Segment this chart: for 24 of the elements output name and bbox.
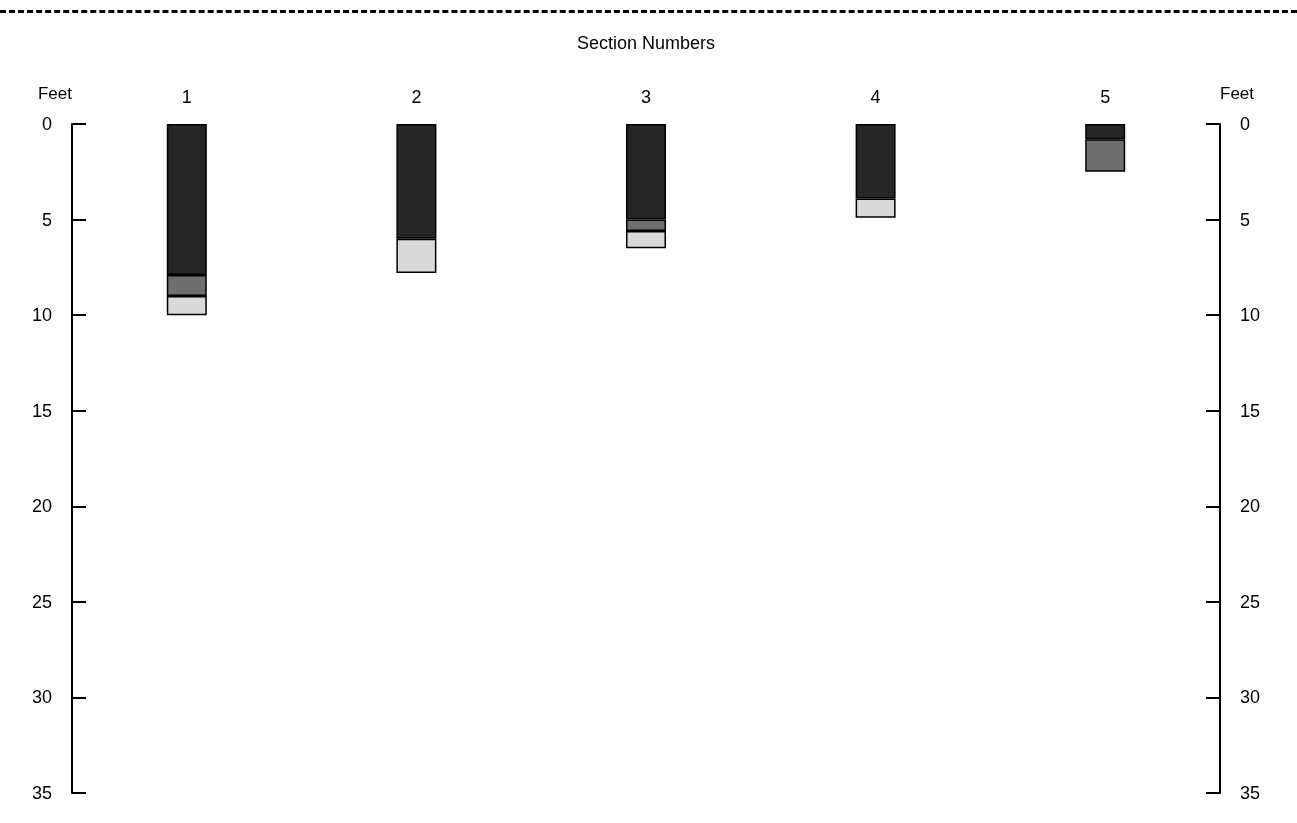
y2-tick-label: 20 <box>1240 496 1261 517</box>
x-tick-label: 2 <box>411 87 422 107</box>
y2-tick-label: 15 <box>1240 400 1261 421</box>
y-axis-title: Feet <box>37 84 73 103</box>
y-tick-label: 25 <box>31 591 52 612</box>
y-tick-label: 15 <box>31 400 52 421</box>
y-tick-label: 10 <box>31 305 52 326</box>
x-tick-label: 1 <box>181 87 192 107</box>
y2-tick-label: 25 <box>1240 591 1261 612</box>
x-tick-label: 5 <box>1100 87 1111 107</box>
x-tick-label: 3 <box>640 87 652 107</box>
y2-tick-label: 30 <box>1240 687 1261 708</box>
y-tick-label: 35 <box>31 783 52 803</box>
y-tick-label: 5 <box>41 209 52 230</box>
y2-tick-label: 35 <box>1240 783 1261 803</box>
y-tick-label: 30 <box>31 687 52 708</box>
y2-tick-label: 0 <box>1240 114 1251 134</box>
y-tick-label: 20 <box>31 496 52 517</box>
y2-tick-label: 5 <box>1240 209 1251 230</box>
x-axis-title: Section Numbers <box>576 33 716 53</box>
x-tick-label: 4 <box>870 87 881 107</box>
y2-axis-title: Feet <box>1220 84 1255 103</box>
y2-tick-label: 10 <box>1240 305 1261 326</box>
y-tick-label: 0 <box>41 114 52 134</box>
